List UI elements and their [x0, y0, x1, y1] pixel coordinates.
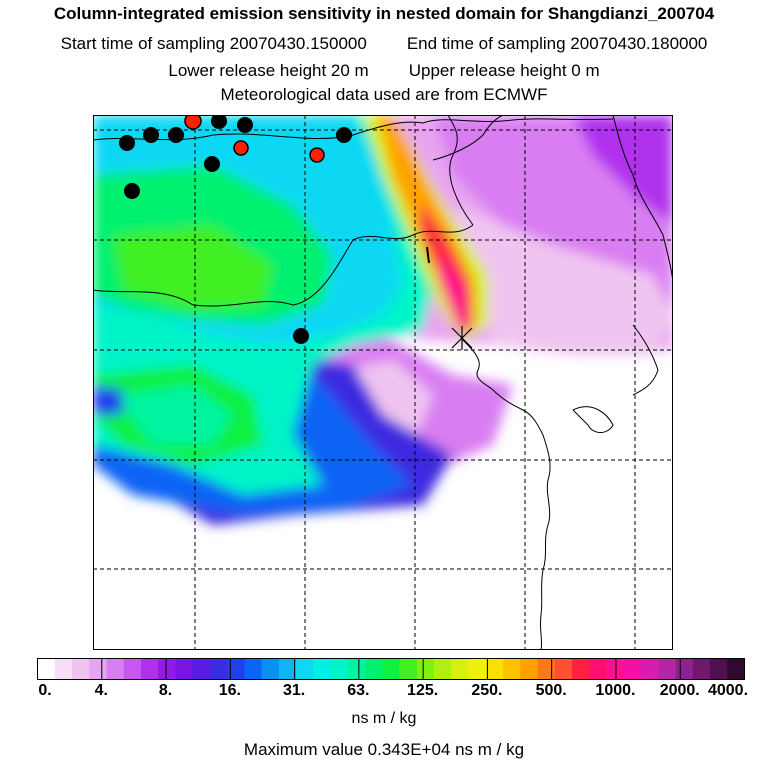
colorbar-tick-label: 2000.: [659, 682, 700, 699]
x-marker-icon: [451, 326, 473, 350]
colorbar-swatch: [278, 658, 297, 680]
station-marker: [309, 147, 325, 163]
station-marker: [184, 115, 202, 130]
colorbar-tick-label: 4000.: [707, 682, 749, 699]
unit-label: ns m / kg: [351, 710, 417, 727]
map-title: Column-integrated emission sensitivity i…: [53, 4, 715, 23]
station-marker: [233, 140, 249, 156]
station-marker: [237, 117, 253, 133]
colorbar-swatch: [658, 658, 676, 680]
colorbar-swatch: [158, 658, 176, 680]
colorbar-swatch: [261, 658, 280, 680]
sampling-time-line: Start time of sampling 20070430.150000 En…: [0, 34, 768, 54]
sensitivity-field: [93, 115, 673, 525]
station-marker: [124, 183, 140, 199]
colorbar-swatch: [710, 658, 728, 680]
colorbar-swatch: [313, 658, 331, 680]
colorbar-tick-label: 0.: [38, 682, 52, 699]
colorbar-swatch: [675, 658, 694, 680]
colorbar-swatch: [192, 658, 211, 680]
start-time-label: Start time of sampling 20070430.150000: [60, 34, 367, 53]
sensitivity-map: [93, 115, 673, 650]
station-marker: [211, 115, 227, 129]
station-marker: [119, 135, 135, 151]
colorbar-swatch: [537, 658, 556, 680]
colorbar-swatch: [692, 658, 711, 680]
colorbar-swatch: [123, 658, 142, 680]
colorbar-swatch: [434, 658, 452, 680]
colorbar-swatch: [485, 658, 504, 680]
colorbar-swatch: [520, 658, 538, 680]
colorbar-swatch: [503, 658, 521, 680]
colorbar-swatch: [54, 658, 73, 680]
met-data-label: Meteorological data used are from ECMWF: [220, 85, 548, 104]
colorbar-swatch: [468, 658, 487, 680]
colorbar-swatch: [365, 658, 383, 680]
colorbar-swatch: [589, 658, 607, 680]
colorbar-frame: [37, 658, 745, 680]
small-mark-icon: [426, 246, 430, 264]
colorbar-swatch: [572, 658, 590, 680]
colorbar-tick-label: 16.: [218, 682, 241, 699]
colorbar-tick-label: 250.: [471, 682, 503, 699]
colorbar-tick-label: 500.: [535, 682, 567, 699]
max-value-label: Maximum value 0.343E+04 ns m / kg: [243, 740, 525, 759]
colorbar-tick-label: 1000.: [595, 682, 636, 699]
colorbar-swatch: [382, 658, 400, 680]
colorbar-tick-label: 63.: [347, 682, 370, 699]
colorbar-swatch: [399, 658, 418, 680]
colorbar-tick-label: 125.: [407, 682, 439, 699]
colorbar-tick-label: 8.: [158, 682, 173, 699]
release-height-line: Lower release height 20 m Upper release h…: [0, 61, 768, 81]
colorbar-swatch: [623, 658, 642, 680]
colorbar: [37, 658, 745, 680]
colorbar-swatch: [89, 658, 107, 680]
colorbar-swatch: [244, 658, 262, 680]
colorbar-swatch: [37, 658, 56, 680]
station-marker: [168, 127, 184, 143]
colorbar-swatch: [296, 658, 314, 680]
colorbar-swatch: [106, 658, 125, 680]
colorbar-swatch: [227, 658, 245, 680]
colorbar-swatch: [451, 658, 469, 680]
colorbar-swatch: [641, 658, 659, 680]
colorbar-swatch: [71, 658, 90, 680]
station-marker: [204, 156, 220, 172]
lower-height-label: Lower release height 20 m: [168, 61, 369, 80]
colorbar-swatch: [175, 658, 193, 680]
end-time-label: End time of sampling 20070430.180000: [406, 34, 708, 53]
colorbar-swatch: [330, 658, 349, 680]
colorbar-swatch: [554, 658, 573, 680]
station-marker: [293, 328, 309, 344]
station-markers: [119, 115, 352, 344]
colorbar-swatch: [140, 658, 159, 680]
colorbar-swatch: [416, 658, 435, 680]
colorbar-swatch: [209, 658, 228, 680]
station-marker: [336, 127, 352, 143]
upper-height-label: Upper release height 0 m: [408, 61, 600, 80]
colorbar-tick-label: 31.: [282, 682, 306, 699]
graticule: [93, 115, 673, 650]
colorbar-swatch: [606, 658, 625, 680]
station-marker: [143, 127, 159, 143]
colorbar-swatch: [727, 658, 745, 680]
colorbar-tick-label: 4.: [94, 682, 108, 699]
colorbar-swatch: [347, 658, 366, 680]
